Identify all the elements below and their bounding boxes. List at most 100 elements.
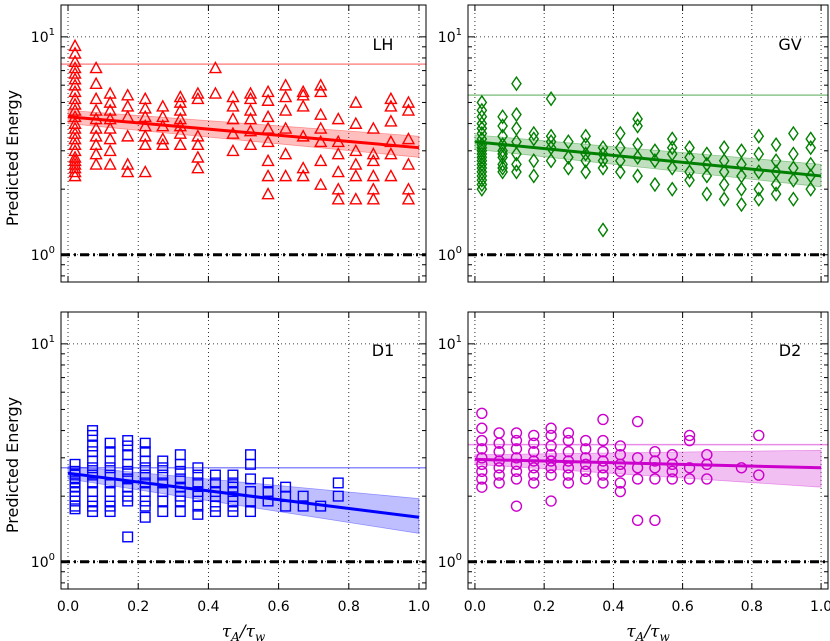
- point-gv-41: [545, 91, 557, 107]
- point-d2-80: [683, 434, 696, 447]
- point-lh-61: [173, 95, 188, 108]
- point-d2-34: [545, 448, 557, 461]
- point-d1-87: [227, 506, 239, 518]
- point-gv-81: [701, 156, 713, 173]
- point-d2-85: [701, 473, 713, 485]
- x-tick-label-d2-3: 0.6: [671, 599, 693, 615]
- point-d2-62: [614, 465, 627, 478]
- point-gv-37: [528, 125, 540, 142]
- point-d2-82: [683, 473, 696, 485]
- point-gv-82: [701, 168, 713, 184]
- point-d2-47: [579, 443, 592, 455]
- point-gv-93: [736, 196, 747, 213]
- point-d1-96: [262, 495, 274, 507]
- point-gv-79: [684, 172, 695, 188]
- point-d2-45: [562, 477, 575, 489]
- point-lh-0: [68, 38, 82, 52]
- point-gv-108: [788, 191, 799, 207]
- point-gv-46: [563, 134, 574, 150]
- x-tick-label-d1-5: 1.0: [408, 599, 430, 615]
- point-gv-74: [666, 160, 678, 176]
- point-d1-73: [192, 500, 204, 512]
- point-d2-59: [614, 440, 627, 452]
- point-d2-17: [510, 434, 523, 447]
- point-gv-100: [770, 153, 782, 169]
- point-lh-98: [278, 147, 293, 160]
- point-gv-48: [563, 160, 574, 176]
- point-d1-25: [104, 455, 116, 467]
- point-lh-96: [278, 103, 293, 116]
- point-d1-36: [122, 458, 134, 470]
- point-gv-111: [805, 156, 817, 173]
- point-lh-42: [121, 88, 135, 101]
- point-lh-70: [191, 137, 205, 151]
- point-gv-75: [666, 181, 678, 197]
- point-lh-1: [68, 46, 82, 59]
- point-lh-128: [366, 168, 381, 182]
- y-tick-label-gv-1: 101: [438, 27, 462, 46]
- point-gv-4: [476, 120, 488, 137]
- point-lh-10: [68, 103, 82, 116]
- point-gv-109: [805, 131, 817, 147]
- point-gv-0: [476, 94, 488, 111]
- point-lh-139: [401, 131, 416, 145]
- point-d2-87: [753, 429, 765, 442]
- point-d2-65: [631, 415, 644, 428]
- point-gv-105: [788, 146, 799, 162]
- point-lh-69: [191, 129, 205, 142]
- point-lh-138: [401, 103, 416, 116]
- point-lh-105: [296, 168, 310, 182]
- point-gv-64: [632, 118, 643, 134]
- point-gv-35: [511, 156, 522, 173]
- point-lh-4: [68, 66, 82, 79]
- point-gv-20: [497, 108, 508, 125]
- point-lh-35: [103, 95, 117, 108]
- point-d2-58: [597, 477, 609, 489]
- point-gv-12: [476, 153, 488, 169]
- point-lh-71: [191, 150, 205, 163]
- point-d1-70: [192, 477, 204, 489]
- x-axis-title-d2: τA/τw: [626, 622, 670, 641]
- point-lh-24: [89, 60, 103, 74]
- point-gv-27: [497, 156, 508, 173]
- point-gv-11: [476, 149, 488, 166]
- point-lh-45: [121, 129, 135, 142]
- point-lh-33: [89, 157, 103, 170]
- panel-label-d2: D2: [779, 341, 802, 360]
- point-lh-47: [121, 164, 135, 178]
- point-gv-88: [718, 191, 730, 207]
- point-lh-119: [349, 95, 363, 108]
- point-gv-63: [632, 111, 643, 127]
- point-d1-75: [209, 469, 221, 481]
- point-lh-110: [314, 134, 328, 148]
- point-d2-53: [597, 434, 609, 447]
- point-d2-69: [631, 514, 644, 526]
- point-d2-8: [476, 481, 488, 493]
- point-lh-15: [68, 131, 82, 145]
- point-lh-76: [226, 99, 240, 112]
- point-lh-60: [173, 89, 188, 103]
- point-gv-47: [563, 149, 574, 166]
- point-d2-10: [493, 437, 505, 449]
- point-gv-59: [614, 125, 626, 142]
- point-lh-131: [384, 91, 398, 105]
- point-lh-82: [243, 103, 258, 116]
- point-gv-32: [511, 120, 522, 137]
- point-d2-28: [528, 462, 540, 474]
- point-d1-56: [157, 477, 169, 489]
- point-lh-94: [278, 78, 293, 91]
- point-lh-102: [296, 99, 310, 112]
- point-d1-62: [174, 465, 186, 477]
- point-d2-44: [562, 469, 575, 481]
- point-gv-29: [497, 164, 508, 180]
- point-d2-51: [579, 473, 592, 485]
- point-gv-104: [788, 125, 799, 142]
- point-lh-122: [349, 157, 363, 170]
- point-lh-74: [208, 86, 223, 99]
- x-tick-label-d2-5: 1.0: [810, 599, 830, 615]
- point-d2-15: [493, 477, 505, 489]
- point-d2-22: [510, 473, 523, 485]
- point-d1-53: [157, 455, 169, 467]
- point-d1-94: [262, 477, 274, 489]
- point-lh-130: [366, 192, 381, 205]
